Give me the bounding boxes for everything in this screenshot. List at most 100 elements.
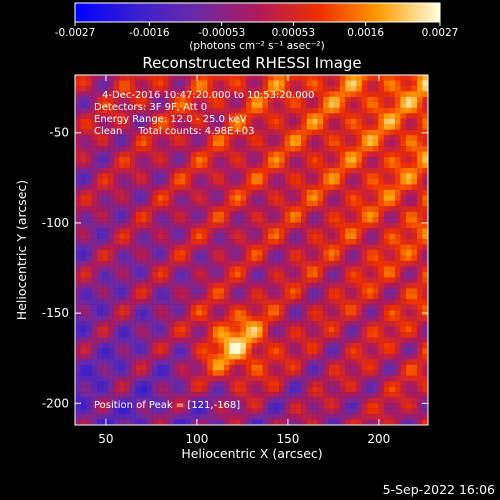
heatmap-cell: [323, 124, 329, 130]
heatmap-cell: [422, 107, 428, 114]
heatmap-cell: [383, 364, 390, 371]
heatmap-cell: [394, 326, 401, 333]
heatmap-cell: [130, 135, 136, 141]
heatmap-cell: [174, 157, 180, 163]
heatmap-cell: [113, 75, 120, 81]
heatmap-cell: [135, 162, 142, 169]
heatmap-cell: [394, 337, 401, 344]
heatmap-cell: [157, 222, 164, 229]
heatmap-cell: [207, 157, 214, 163]
heatmap-cell: [312, 217, 318, 223]
heatmap-cell: [411, 288, 418, 294]
heatmap-cell: [273, 222, 280, 229]
heatmap-cell: [295, 277, 302, 283]
heatmap-cell: [201, 146, 208, 152]
heatmap-cell: [372, 353, 379, 360]
heatmap-cell: [102, 353, 109, 360]
heatmap-cell: [251, 146, 258, 152]
heatmap-cell: [284, 348, 291, 355]
heatmap-cell: [328, 228, 335, 234]
heatmap-cell: [273, 217, 280, 223]
heatmap-cell: [234, 228, 241, 234]
heatmap-cell: [339, 233, 346, 240]
heatmap-cell: [394, 80, 401, 87]
heatmap-cell: [135, 91, 142, 98]
heatmap-cell: [356, 75, 362, 81]
heatmap-cell: [400, 282, 407, 289]
heatmap-cell: [174, 260, 180, 267]
heatmap-cell: [240, 288, 247, 294]
heatmap-cell: [345, 135, 351, 141]
heatmap-cell: [317, 321, 324, 327]
heatmap-cell: [212, 414, 219, 420]
heatmap-cell: [339, 359, 346, 366]
heatmap-cell: [339, 173, 346, 180]
heatmap-cell: [212, 271, 219, 278]
heatmap-cell: [174, 419, 180, 425]
heatmap-cell: [141, 370, 147, 376]
heatmap-cell: [367, 277, 374, 283]
heatmap-cell: [229, 397, 236, 404]
heatmap-cell: [400, 118, 407, 125]
heatmap-cell: [345, 282, 351, 289]
heatmap-cell: [345, 233, 351, 240]
heatmap-cell: [108, 80, 114, 87]
heatmap-cell: [124, 250, 131, 256]
heatmap-cell: [179, 364, 186, 371]
heatmap-cell: [102, 178, 109, 185]
heatmap-cell: [251, 397, 258, 404]
heatmap-cell: [394, 299, 401, 305]
heatmap-cell: [356, 189, 362, 196]
heatmap-cell: [168, 342, 175, 349]
heatmap-cell: [212, 260, 219, 267]
heatmap-cell: [389, 233, 396, 240]
heatmap-cell: [207, 217, 214, 223]
heatmap-cell: [339, 140, 346, 147]
heatmap-cell: [367, 189, 374, 196]
heatmap-cell: [295, 255, 302, 262]
heatmap-cell: [75, 419, 81, 425]
heatmap-cell: [350, 206, 357, 212]
heatmap-cell: [323, 184, 329, 191]
heatmap-cell: [185, 75, 192, 81]
heatmap-cell: [251, 403, 258, 409]
heatmap-cell: [268, 332, 274, 338]
heatmap-cell: [168, 80, 175, 87]
heatmap-cell: [108, 146, 114, 152]
heatmap-cell: [75, 277, 81, 283]
heatmap-cell: [361, 266, 368, 273]
heatmap-cell: [212, 310, 219, 316]
heatmap-cell: [119, 337, 125, 344]
heatmap-cell: [75, 211, 81, 218]
heatmap-cell: [97, 173, 103, 180]
heatmap-cell: [334, 310, 340, 316]
heatmap-cell: [262, 102, 269, 108]
heatmap-cell: [350, 266, 357, 273]
heatmap-cell: [301, 370, 307, 376]
heatmap-cell: [223, 239, 230, 245]
heatmap-cell: [91, 107, 98, 114]
heatmap-cell: [168, 397, 175, 404]
heatmap-cell: [251, 189, 258, 196]
heatmap-cell: [141, 157, 147, 163]
heatmap-cell: [273, 255, 280, 262]
heatmap-cell: [383, 321, 390, 327]
heatmap-cell: [411, 140, 418, 147]
heatmap-cell: [345, 184, 351, 191]
heatmap-cell: [207, 315, 214, 322]
heatmap-cell: [279, 107, 285, 114]
heatmap-cell: [130, 91, 136, 98]
heatmap-cell: [262, 375, 269, 382]
heatmap-cell: [372, 364, 379, 371]
heatmap-cell: [102, 135, 109, 141]
heatmap-cell: [141, 310, 147, 316]
heatmap-cell: [157, 113, 164, 119]
heatmap-cell: [119, 359, 125, 366]
heatmap-cell: [119, 250, 125, 256]
heatmap-cell: [207, 375, 214, 382]
heatmap-cell: [339, 146, 346, 152]
heatmap-cell: [135, 151, 142, 158]
heatmap-cell: [394, 408, 401, 415]
heatmap-cell: [328, 332, 335, 338]
heatmap-cell: [240, 178, 247, 185]
